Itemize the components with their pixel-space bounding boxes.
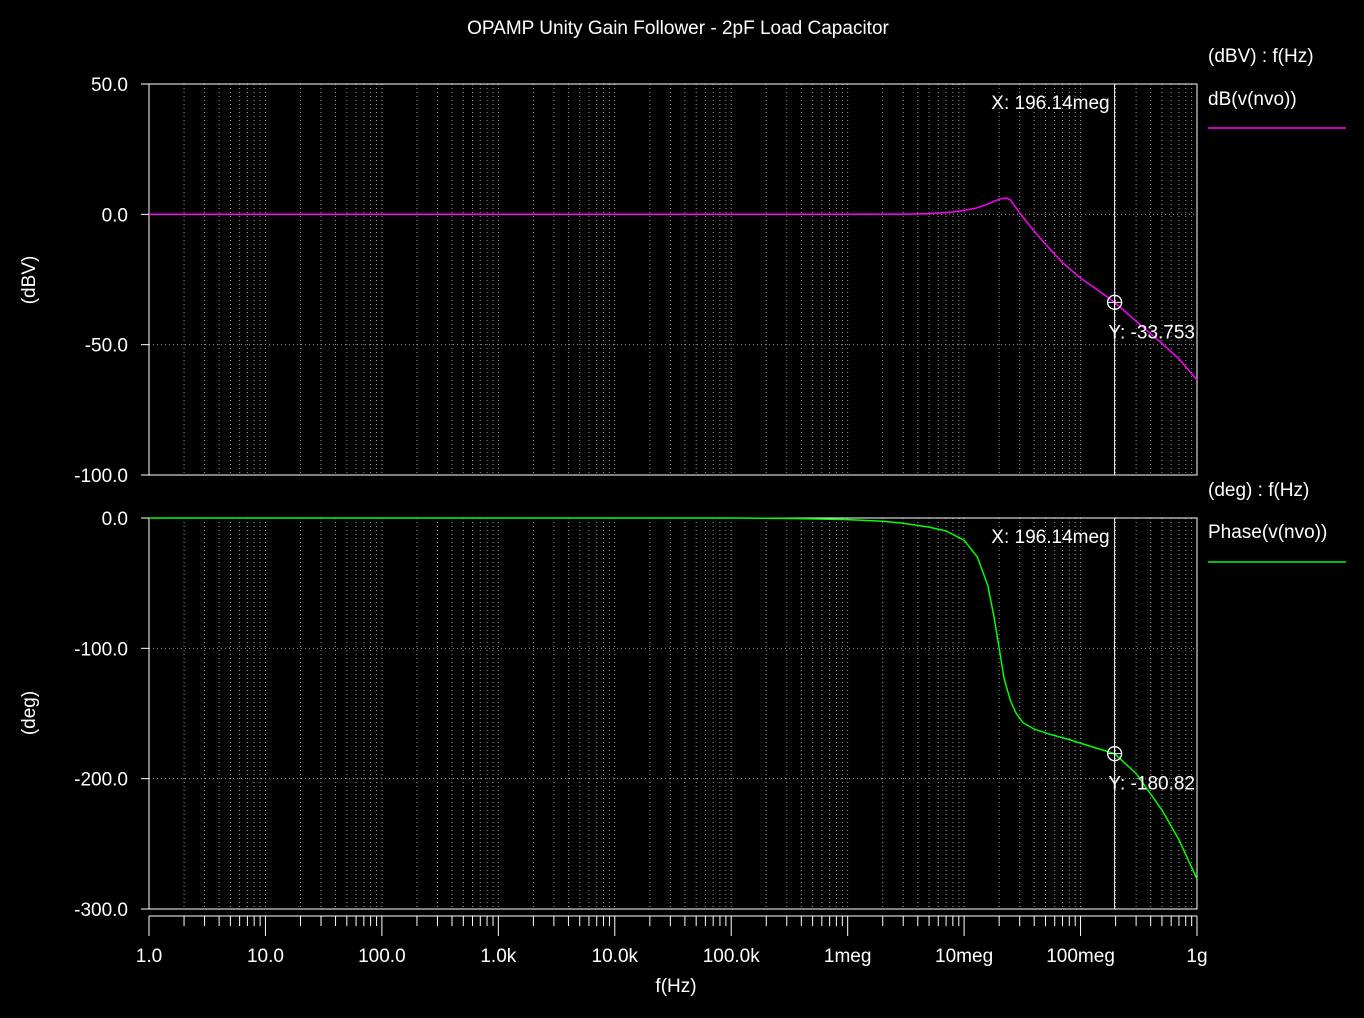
phase-grid — [149, 518, 1197, 909]
magnitude-panel: 50.0 0.0 -50.0 -100.0 (dBV) (dBV) : f(Hz) d… — [19, 46, 1346, 487]
phase-cursor-x-label: X: 196.14meg — [991, 527, 1109, 548]
x-tick-label: 10.0 — [247, 946, 284, 967]
magnitude-cursor-marker[interactable] — [1106, 294, 1123, 310]
magnitude-cursor-y-label: Y: -33.753 — [1108, 322, 1195, 343]
phase-panel: 0.0 -100.0 -200.0 -300.0 (deg) (deg) : f(Hz… — [19, 480, 1346, 921]
magnitude-legend-entry: dB(v(nvo)) — [1208, 89, 1297, 110]
chart-title: OPAMP Unity Gain Follower - 2pF Load Cap… — [467, 18, 889, 39]
x-tick-label: 1.0 — [136, 946, 162, 967]
magnitude-cursor-x-label: X: 196.14meg — [991, 93, 1109, 114]
phase-series-line — [149, 517, 1198, 880]
magnitude-series-line — [149, 197, 1198, 381]
magnitude-frame — [148, 83, 1198, 476]
y-tick-label: -100.0 — [74, 639, 128, 660]
y-tick-label: 50.0 — [91, 75, 128, 96]
y-tick-label: -100.0 — [74, 466, 128, 487]
x-tick-label: 1.0k — [480, 946, 516, 967]
x-axis-ticks — [148, 916, 1198, 936]
x-tick-label: 100.0k — [703, 946, 761, 967]
magnitude-legend-header: (dBV) : f(Hz) — [1208, 46, 1314, 67]
magnitude-y-axis-label: (dBV) — [19, 256, 40, 305]
y-tick-label: -200.0 — [74, 770, 128, 791]
x-axis: 1.0 10.0 100.0 1.0k 10.0k 100.0k 1meg 10meg 100m… — [136, 915, 1208, 997]
phase-cursor-marker[interactable] — [1106, 746, 1123, 762]
phase-frame — [148, 517, 1198, 910]
y-tick-label: 0.0 — [102, 509, 128, 530]
phase-legend-entry: Phase(v(nvo)) — [1208, 522, 1327, 543]
x-tick-label: 100.0 — [358, 946, 406, 967]
phase-legend-header: (deg) : f(Hz) — [1208, 480, 1309, 501]
x-tick-label: 10.0k — [592, 946, 639, 967]
phase-cursor-y-label: Y: -180.82 — [1108, 774, 1195, 795]
x-tick-labels: 1.0 10.0 100.0 1.0k 10.0k 100.0k 1meg 10meg 100m… — [136, 946, 1208, 967]
magnitude-y-ticks: 50.0 0.0 -50.0 -100.0 — [74, 75, 149, 487]
y-tick-label: 0.0 — [102, 205, 128, 226]
phase-y-ticks: 0.0 -100.0 -200.0 -300.0 — [74, 509, 149, 921]
x-tick-label: 100meg — [1046, 946, 1115, 967]
x-tick-label: 10meg — [935, 946, 993, 967]
x-tick-label: 1g — [1186, 946, 1207, 967]
phase-y-axis-label: (deg) — [19, 691, 40, 735]
x-axis-label: f(Hz) — [655, 976, 696, 997]
magnitude-grid — [149, 84, 1197, 475]
y-tick-label: -300.0 — [74, 900, 128, 921]
x-tick-label: 1meg — [824, 946, 872, 967]
y-tick-label: -50.0 — [85, 336, 128, 357]
